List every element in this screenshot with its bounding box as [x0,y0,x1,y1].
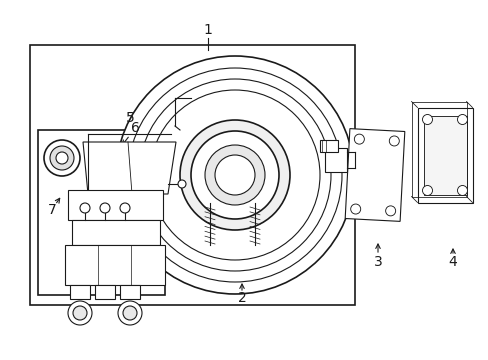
Polygon shape [83,142,176,194]
Circle shape [120,203,130,213]
Circle shape [139,79,330,271]
Polygon shape [345,129,404,221]
Circle shape [180,120,289,230]
Text: 1: 1 [203,23,212,37]
Circle shape [68,301,92,325]
Bar [65,245,164,285]
Circle shape [191,131,279,219]
Bar [68,190,163,220]
Circle shape [350,204,360,214]
Text: 3: 3 [373,255,382,269]
Circle shape [204,145,264,205]
Circle shape [80,203,90,213]
Text: 6: 6 [130,121,139,135]
Circle shape [44,140,80,176]
Bar [120,285,140,299]
Text: 4: 4 [447,255,456,269]
Circle shape [50,146,74,170]
Bar [95,285,115,299]
Circle shape [457,185,467,195]
Circle shape [354,134,364,144]
Circle shape [118,301,142,325]
Circle shape [128,68,341,282]
Bar [70,285,90,299]
Circle shape [388,136,399,146]
Circle shape [178,180,185,188]
Circle shape [56,152,68,164]
Circle shape [150,90,319,260]
Bar [72,220,160,245]
Circle shape [422,114,431,125]
Circle shape [100,203,110,213]
Bar [423,116,466,194]
Circle shape [422,185,431,195]
Circle shape [457,114,467,125]
Text: 2: 2 [237,291,246,305]
Text: 5: 5 [125,111,134,125]
Circle shape [123,306,137,320]
Bar [325,148,346,172]
Bar [30,45,354,305]
Circle shape [385,206,395,216]
Bar [319,140,337,152]
Circle shape [116,56,353,294]
Circle shape [215,155,254,195]
Bar [417,108,471,203]
Bar [38,130,164,295]
Circle shape [73,306,87,320]
Text: 7: 7 [47,203,56,217]
